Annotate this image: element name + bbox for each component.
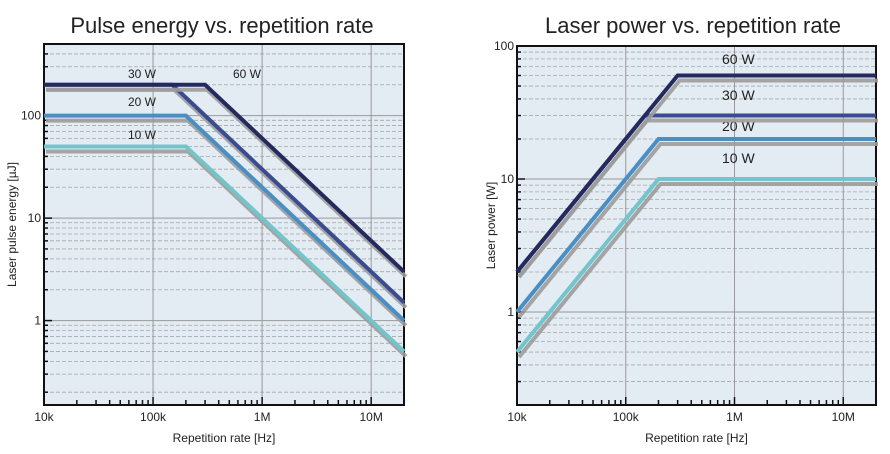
series-label: 60 W (722, 51, 755, 67)
series-line (44, 113, 406, 323)
y-tick-label: 1 (34, 314, 41, 328)
series-label: 30 W (722, 87, 755, 103)
plot-area (517, 46, 876, 405)
x-tick-label: 10M (359, 410, 382, 424)
x-tick-label: 100k (613, 410, 640, 424)
series-line (515, 73, 876, 274)
series-shadow (46, 149, 408, 358)
chart-title: Pulse energy vs. repetition rate (70, 13, 373, 38)
series-shadow (517, 78, 878, 279)
y-tick-label: 1 (507, 305, 514, 319)
x-axis-label: Repetition rate [Hz] (645, 431, 748, 445)
chart-title: Laser power vs. repetition rate (545, 13, 841, 38)
series-line (44, 144, 406, 353)
y-tick-label: 100 (494, 39, 514, 53)
x-tick-label: 10M (832, 410, 855, 424)
x-tick-label: 1M (726, 410, 743, 424)
chart-0: 10k 100k 1M 10M 1 10 100 10 W 20 W 30 W 60 W Pulse … (5, 13, 408, 445)
series-line (515, 136, 876, 314)
series-label: 20 W (128, 95, 157, 109)
series-shadow (46, 118, 408, 328)
y-tick-label: 10 (28, 211, 42, 225)
y-tick-label: 100 (21, 109, 41, 123)
y-axis-label: Laser pulse energy [µJ] (5, 162, 19, 287)
plot-frame (516, 45, 877, 406)
series-shadow (517, 141, 878, 319)
series-label: 10 W (128, 128, 157, 142)
plot-frame (43, 43, 405, 406)
x-axis-label: Repetition rate [Hz] (173, 431, 276, 445)
y-axis-label: Laser power [W] (484, 182, 498, 269)
x-tick-label: 100k (140, 410, 167, 424)
series-shadow (46, 87, 408, 279)
x-tick-label: 1M (254, 410, 271, 424)
series-label: 60 W (233, 67, 262, 81)
series-label: 10 W (722, 150, 755, 166)
x-tick-label: 10k (34, 410, 54, 424)
y-tick-label: 10 (501, 172, 515, 186)
series-line (44, 82, 406, 274)
series-shadow (517, 182, 878, 359)
series-line (515, 177, 876, 354)
series-label: 30 W (128, 67, 157, 81)
x-tick-label: 10k (507, 410, 527, 424)
